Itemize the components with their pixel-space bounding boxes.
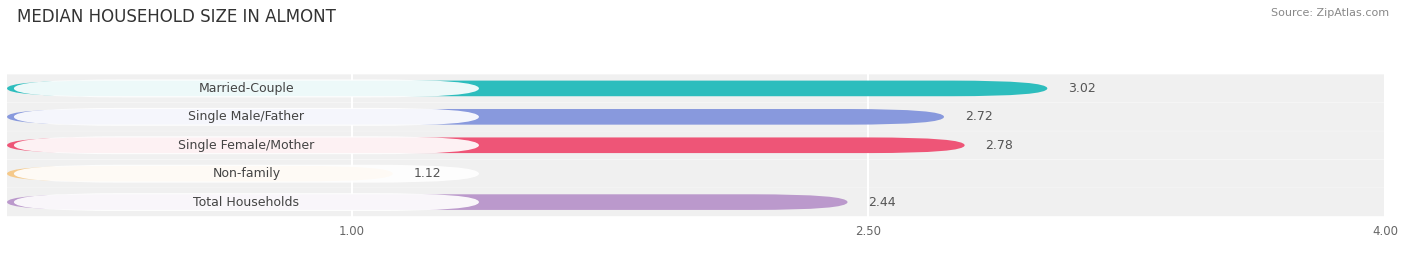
FancyBboxPatch shape (14, 165, 479, 183)
Text: Non-family: Non-family (212, 167, 281, 180)
Text: 2.78: 2.78 (986, 139, 1014, 152)
Text: Married-Couple: Married-Couple (198, 82, 294, 95)
FancyBboxPatch shape (14, 79, 479, 97)
FancyBboxPatch shape (7, 103, 1385, 131)
FancyBboxPatch shape (7, 166, 392, 182)
FancyBboxPatch shape (7, 81, 1047, 96)
FancyBboxPatch shape (7, 109, 943, 125)
FancyBboxPatch shape (7, 194, 848, 210)
FancyBboxPatch shape (7, 137, 965, 153)
Text: MEDIAN HOUSEHOLD SIZE IN ALMONT: MEDIAN HOUSEHOLD SIZE IN ALMONT (17, 8, 336, 26)
FancyBboxPatch shape (14, 136, 479, 154)
Text: 2.72: 2.72 (965, 110, 993, 123)
FancyBboxPatch shape (7, 188, 1385, 216)
FancyBboxPatch shape (14, 108, 479, 126)
Text: Single Female/Mother: Single Female/Mother (179, 139, 315, 152)
FancyBboxPatch shape (7, 74, 1385, 102)
Text: 3.02: 3.02 (1069, 82, 1095, 95)
Text: Total Households: Total Households (194, 196, 299, 208)
Text: Source: ZipAtlas.com: Source: ZipAtlas.com (1271, 8, 1389, 18)
FancyBboxPatch shape (14, 193, 479, 211)
Text: 1.12: 1.12 (413, 167, 441, 180)
Text: Single Male/Father: Single Male/Father (188, 110, 305, 123)
FancyBboxPatch shape (7, 131, 1385, 159)
Text: 2.44: 2.44 (869, 196, 896, 208)
FancyBboxPatch shape (7, 160, 1385, 188)
